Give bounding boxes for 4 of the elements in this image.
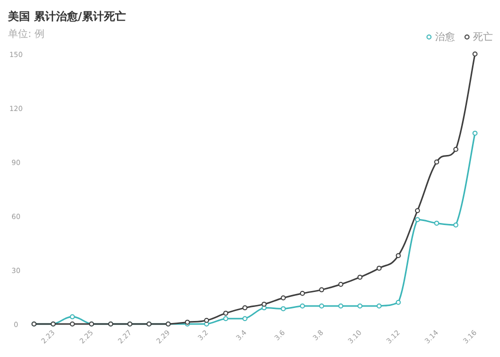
chart-title: 美国 累计治愈/累计死亡 — [7, 10, 126, 23]
legend-label: 死亡 — [473, 31, 493, 43]
chart-subtitle: 单位: 例 — [8, 28, 45, 40]
legend-label: 治愈 — [435, 31, 455, 43]
